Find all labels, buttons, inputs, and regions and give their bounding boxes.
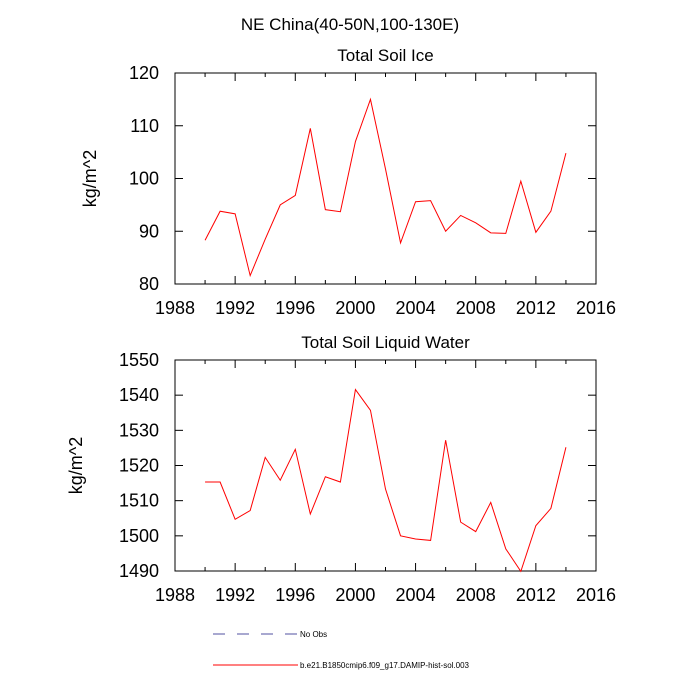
plot-frame xyxy=(174,72,597,285)
y-tick-label: 1540 xyxy=(119,385,159,405)
x-tick-label: 2000 xyxy=(335,298,375,318)
x-tick-label: 2004 xyxy=(396,298,436,318)
y-tick-label: 110 xyxy=(130,116,159,136)
y-tick-label: 1490 xyxy=(119,561,159,581)
x-tick-label: 2016 xyxy=(576,585,616,605)
x-tick-label: 1988 xyxy=(155,585,195,605)
panel-total-soil-liquid-water: Total Soil Liquid Water kg/m^2 1988 1992 199… xyxy=(66,333,616,605)
chart-title: Total Soil Liquid Water xyxy=(301,333,470,352)
x-tick-label: 2008 xyxy=(456,298,496,318)
x-tick-label: 1996 xyxy=(275,298,315,318)
y-tick-label: 1510 xyxy=(119,491,159,511)
y-axis-label: kg/m^2 xyxy=(80,150,100,207)
figure-suptitle: NE China(40-50N,100-130E) xyxy=(241,15,459,34)
panel-total-soil-ice: Total Soil Ice kg/m^2 1988 1992 1996 2000 2004… xyxy=(80,46,616,318)
y-tick-label: 90 xyxy=(139,221,159,241)
x-tick-label: 2008 xyxy=(456,585,496,605)
y-tick-label: 1500 xyxy=(119,526,159,546)
x-tick-label: 1996 xyxy=(275,585,315,605)
x-tick-label: 2012 xyxy=(516,585,556,605)
y-tick-label: 120 xyxy=(129,63,159,83)
y-tick-label: 1550 xyxy=(119,350,159,370)
x-tick-label: 1992 xyxy=(215,585,255,605)
x-tick-label: 2000 xyxy=(335,585,375,605)
x-tick-label: 1992 xyxy=(215,298,255,318)
y-axis-label: kg/m^2 xyxy=(66,437,86,494)
legend: No Obs b.e21.B1850cmip6.f09_g17.DAMIP-hi… xyxy=(213,630,470,670)
chart-title: Total Soil Ice xyxy=(337,46,433,65)
series-line xyxy=(204,97,567,278)
legend-label-model: b.e21.B1850cmip6.f09_g17.DAMIP-hist-sol.… xyxy=(300,661,470,670)
y-tick-label: 80 xyxy=(139,274,159,294)
plot-frame xyxy=(174,359,597,572)
y-tick-label: 1530 xyxy=(119,420,159,440)
x-tick-label: 2012 xyxy=(516,298,556,318)
legend-label-no-obs: No Obs xyxy=(300,630,327,639)
x-tick-label: 2004 xyxy=(396,585,436,605)
x-tick-label: 2016 xyxy=(576,298,616,318)
y-tick-label: 1520 xyxy=(119,456,159,476)
series-line xyxy=(205,388,567,573)
x-tick-label: 1988 xyxy=(155,298,195,318)
y-tick-label: 100 xyxy=(129,169,159,189)
